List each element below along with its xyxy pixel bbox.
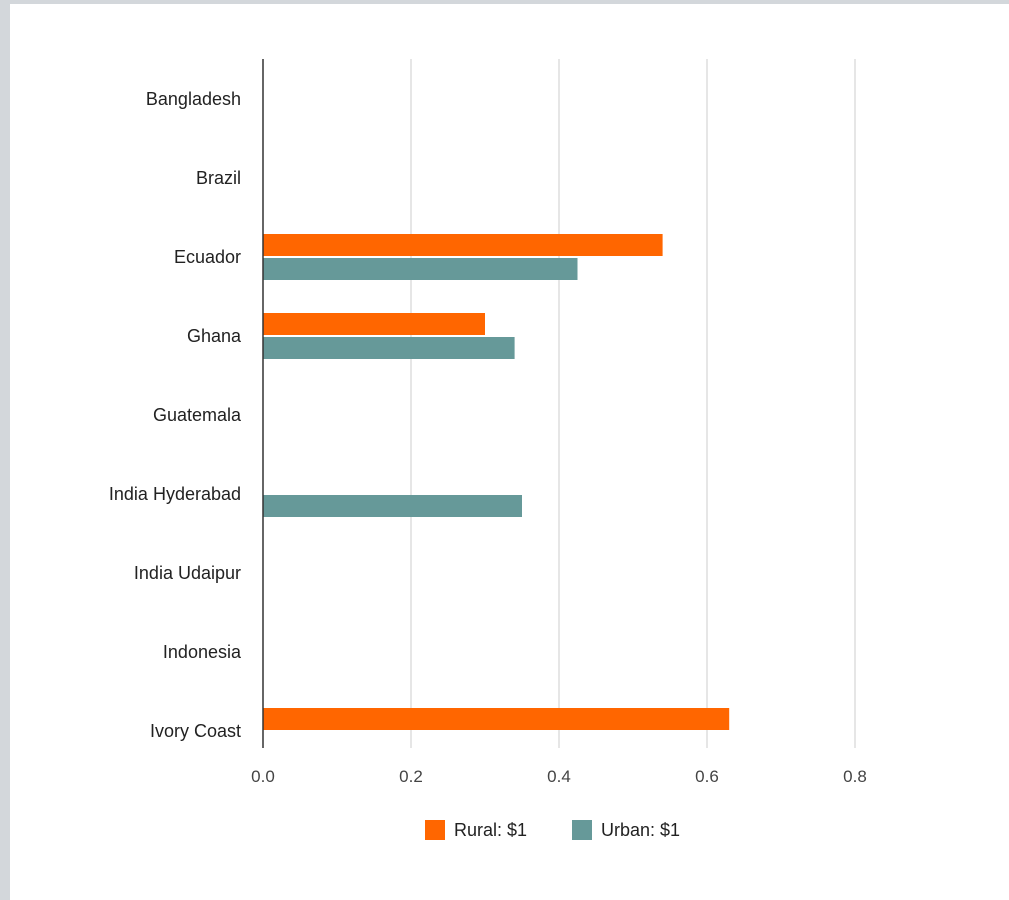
category-labels: Bangladesh Brazil Ecuador Ghana Guatemala Ind…	[109, 89, 242, 741]
legend-swatch	[572, 820, 592, 840]
chart-panel: Bangladesh Brazil Ecuador Ghana Guatemala Ind…	[10, 4, 1009, 900]
category-label: India Hyderabad	[109, 484, 241, 504]
bar-rural[interactable]	[263, 313, 485, 335]
category-label: Bangladesh	[146, 89, 241, 109]
legend[interactable]: Rural: $1 Urban: $1	[425, 820, 680, 840]
category-label: Guatemala	[153, 405, 242, 425]
bar-urban[interactable]	[263, 495, 522, 517]
bars	[263, 234, 730, 730]
category-label: Brazil	[196, 168, 241, 188]
category-label: Ivory Coast	[150, 721, 241, 741]
x-tick-label: 0.0	[251, 767, 275, 786]
bar-urban[interactable]	[263, 337, 515, 359]
x-tick-label: 0.8	[843, 767, 867, 786]
category-label: Ecuador	[174, 247, 241, 267]
bar-rural[interactable]	[263, 708, 730, 730]
x-tick-label: 0.4	[547, 767, 571, 786]
bar-rural[interactable]	[263, 234, 663, 256]
category-label: Ghana	[187, 326, 242, 346]
legend-label: Urban: $1	[601, 820, 680, 840]
x-tick-labels: 0.0 0.2 0.4 0.6 0.8	[251, 767, 867, 786]
gridlines	[410, 59, 856, 748]
category-label: India Udaipur	[134, 563, 241, 583]
bar-urban[interactable]	[263, 258, 578, 280]
bar-chart: Bangladesh Brazil Ecuador Ghana Guatemala Ind…	[109, 59, 867, 840]
category-label: Indonesia	[163, 642, 242, 662]
legend-swatch	[425, 820, 445, 840]
x-tick-label: 0.6	[695, 767, 719, 786]
legend-label: Rural: $1	[454, 820, 527, 840]
x-tick-label: 0.2	[399, 767, 423, 786]
